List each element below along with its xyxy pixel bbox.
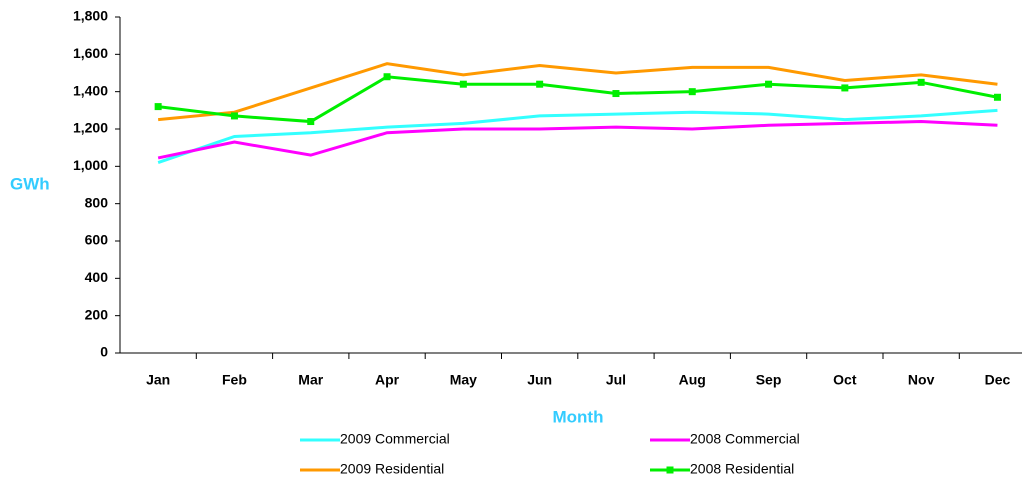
point-marker	[536, 80, 544, 88]
point-marker	[841, 84, 849, 92]
y-tick-label: 1,600	[73, 45, 108, 61]
point-marker	[230, 112, 238, 120]
y-tick-label: 1,200	[73, 120, 108, 136]
y-tick-label: 800	[85, 194, 109, 210]
x-tick-label: Oct	[833, 372, 857, 388]
series-line	[157, 120, 998, 160]
x-tick-label: Jul	[606, 372, 626, 388]
x-tick-label: Mar	[298, 372, 323, 388]
x-tick-label: Jun	[527, 372, 552, 388]
y-tick-label: 1,800	[73, 8, 108, 24]
x-tick-label: Apr	[375, 372, 400, 388]
y-tick-label: 1,000	[73, 157, 108, 173]
point-marker	[917, 78, 925, 86]
y-tick-label: 200	[85, 306, 109, 322]
series-line	[157, 75, 998, 124]
x-axis-title: Month	[553, 407, 604, 426]
point-marker	[688, 88, 696, 96]
point-marker	[154, 103, 162, 111]
x-tick-label: Feb	[222, 372, 247, 388]
x-tick-label: Aug	[679, 372, 706, 388]
x-tick-label: Dec	[985, 372, 1011, 388]
series-line	[157, 108, 998, 165]
y-axis-title: GWh	[10, 174, 50, 193]
x-tick-label: Jan	[146, 372, 170, 388]
point-marker	[459, 80, 467, 88]
y-tick-label: 600	[85, 232, 109, 248]
y-tick-label: 400	[85, 269, 109, 285]
legend-label: 2008 Residential	[690, 461, 794, 477]
point-marker	[383, 73, 391, 81]
y-tick-label: 1,400	[73, 82, 108, 98]
legend-label: 2009 Commercial	[340, 431, 450, 447]
point-marker	[612, 90, 620, 98]
y-tick-label: 0	[100, 344, 108, 360]
series-line	[158, 62, 998, 122]
x-tick-label: Nov	[908, 372, 935, 388]
point-marker	[765, 80, 773, 88]
legend-marker	[666, 466, 674, 474]
legend-label: 2008 Commercial	[690, 431, 800, 447]
x-tick-label: Sep	[756, 372, 782, 388]
point-marker	[307, 118, 315, 126]
x-tick-label: May	[450, 372, 477, 388]
point-marker	[993, 93, 1001, 101]
legend-label: 2009 Residential	[340, 461, 444, 477]
